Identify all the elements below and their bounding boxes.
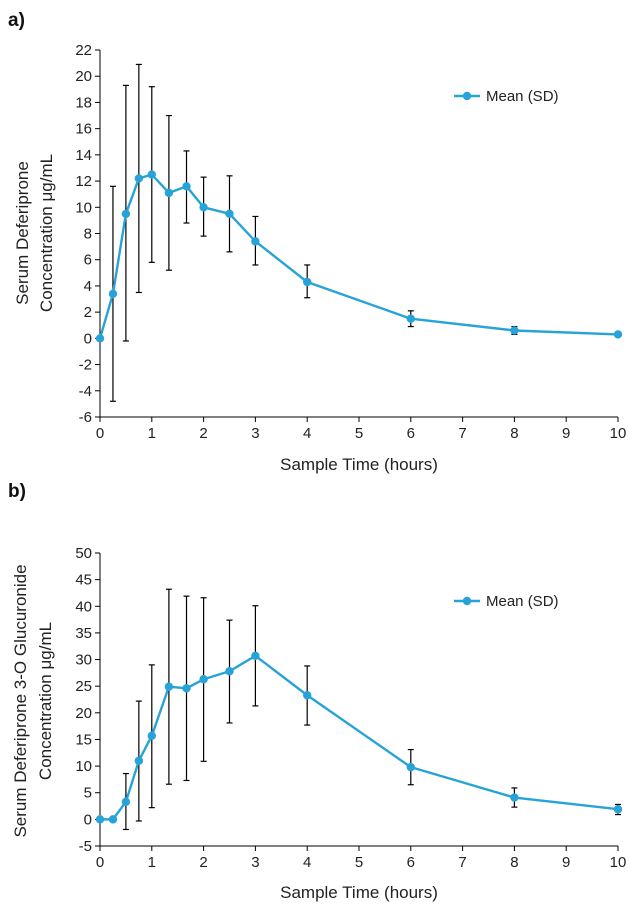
- data-point: [134, 756, 144, 765]
- x-tick-label: 0: [96, 425, 104, 442]
- y-tick-label: 30: [75, 652, 92, 669]
- data-point: [182, 684, 191, 693]
- panel-label: a): [8, 10, 25, 31]
- legend-marker: [462, 91, 472, 101]
- x-tick-label: 3: [251, 854, 259, 871]
- y-tick-label: 10: [75, 758, 92, 775]
- y-tick-label: 40: [75, 598, 92, 615]
- data-point: [510, 326, 519, 335]
- data-point: [108, 815, 118, 824]
- y-axis-title-line: Concentration μg/mL: [37, 154, 56, 312]
- x-tick-label: 7: [458, 425, 466, 442]
- data-point: [251, 651, 260, 661]
- y-tick-label: 18: [75, 94, 92, 111]
- y-tick-label: 4: [84, 278, 92, 295]
- y-tick-label: 0: [84, 811, 92, 828]
- x-tick-label: 3: [251, 425, 259, 442]
- x-tick-label: 4: [303, 425, 311, 442]
- y-tick-label: 20: [75, 705, 92, 722]
- x-tick-label: 10: [610, 425, 627, 442]
- y-tick-label: 6: [84, 252, 92, 269]
- data-point: [225, 667, 234, 676]
- data-point: [95, 815, 105, 824]
- y-axis-title-line: Serum Deferiprone 3-O Glucuronide: [11, 564, 30, 837]
- y-tick-label: 22: [75, 42, 92, 59]
- data-point: [251, 237, 260, 246]
- data-point: [108, 289, 118, 298]
- data-point: [406, 762, 415, 772]
- data-point: [406, 314, 415, 323]
- x-tick-label: 8: [510, 425, 518, 442]
- data-point: [147, 170, 156, 179]
- y-tick-label: -4: [79, 383, 92, 400]
- data-point: [121, 209, 131, 219]
- series-line: [100, 654, 619, 821]
- data-point: [199, 675, 208, 684]
- x-axis-title: Sample Time (hours): [280, 883, 438, 902]
- x-tick-label: 5: [355, 854, 363, 871]
- data-point: [303, 277, 312, 287]
- y-tick-label: 10: [75, 199, 92, 216]
- y-tick-label: -5: [79, 838, 92, 855]
- y-tick-label: 16: [75, 121, 92, 138]
- data-point: [147, 731, 156, 740]
- y-tick-label: -2: [79, 357, 92, 374]
- data-point: [164, 682, 174, 691]
- data-point: [134, 174, 144, 183]
- x-tick-label: 6: [407, 854, 415, 871]
- panel-label: b): [8, 481, 26, 502]
- y-tick-label: -6: [79, 409, 92, 426]
- data-point: [199, 203, 208, 212]
- data-point: [303, 691, 312, 700]
- x-tick-label: 10: [610, 854, 627, 871]
- x-tick-label: 2: [199, 854, 207, 871]
- y-tick-label: 14: [75, 147, 92, 164]
- x-tick-label: 1: [148, 425, 156, 442]
- x-tick-label: 5: [355, 425, 363, 442]
- legend-label: Mean (SD): [486, 88, 559, 105]
- data-point: [164, 188, 174, 198]
- y-axis-title-line: Serum Deferiprone: [13, 161, 32, 305]
- x-axis-title: Sample Time (hours): [280, 455, 438, 474]
- y-tick-label: 12: [75, 173, 92, 190]
- y-tick-label: 15: [75, 731, 92, 748]
- y-tick-label: 25: [75, 678, 92, 695]
- data-point: [182, 182, 191, 191]
- x-tick-label: 7: [458, 854, 466, 871]
- y-tick-label: 0: [84, 330, 92, 347]
- x-tick-label: 0: [96, 854, 104, 871]
- y-tick-label: 35: [75, 625, 92, 642]
- data-point: [225, 209, 234, 219]
- data-point: [95, 334, 105, 343]
- x-tick-label: 8: [510, 854, 518, 871]
- y-axis-title-line: Concentration μg/mL: [36, 622, 55, 780]
- x-tick-label: 9: [562, 425, 570, 442]
- x-tick-label: 9: [562, 854, 570, 871]
- y-tick-label: 2: [84, 304, 92, 321]
- x-tick-label: 4: [303, 854, 311, 871]
- y-tick-label: 50: [75, 545, 92, 562]
- data-point: [613, 330, 623, 339]
- x-tick-label: 6: [407, 425, 415, 442]
- x-tick-label: 2: [199, 425, 207, 442]
- y-tick-label: 8: [84, 226, 92, 243]
- data-point: [510, 793, 519, 802]
- series-line: [98, 173, 619, 339]
- y-tick-label: 20: [75, 68, 92, 85]
- y-tick-label: 5: [84, 785, 92, 802]
- data-point: [121, 797, 131, 806]
- data-point: [613, 805, 623, 814]
- legend-label: Mean (SD): [486, 593, 559, 610]
- x-tick-label: 1: [148, 854, 156, 871]
- legend-marker: [462, 596, 472, 606]
- y-tick-label: 45: [75, 572, 92, 589]
